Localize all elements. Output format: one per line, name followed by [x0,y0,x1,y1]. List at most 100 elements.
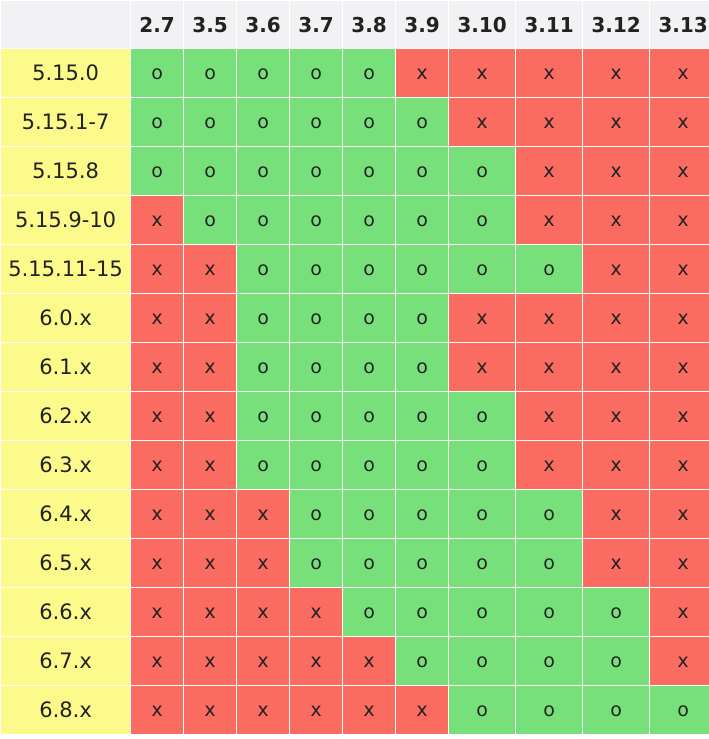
compat-cell: o [289,440,343,490]
compat-cell: o [236,342,290,392]
row-header: 6.3.x [0,440,131,490]
compat-cell: o [448,391,516,441]
table-row: 6.7.x x x x x x o o o o x [0,636,709,686]
compat-cell: o [342,538,396,588]
compat-cell: x [515,48,583,98]
compat-cell: o [342,342,396,392]
table-row: 6.1.x x x o o o o x x x x [0,342,709,392]
row-header: 6.4.x [0,489,131,539]
row-header: 5.15.11-15 [0,244,131,294]
compat-cell: x [130,685,184,735]
compat-cell: o [342,587,396,637]
compat-cell: x [130,244,184,294]
compat-cell: x [183,244,237,294]
compat-cell: o [515,244,583,294]
compat-cell: o [342,97,396,147]
compat-cell: o [395,97,449,147]
table-row: 6.2.x x x o o o o o x x x [0,391,709,441]
compat-cell: x [582,293,650,343]
compat-cell: o [342,146,396,196]
compat-cell: x [289,685,343,735]
compat-cell: o [448,244,516,294]
row-header: 6.2.x [0,391,131,441]
compat-cell: o [289,97,343,147]
compat-cell: o [515,489,583,539]
compat-cell: x [649,293,709,343]
compat-cell: o [236,195,290,245]
compat-cell: o [342,440,396,490]
compat-cell: x [395,685,449,735]
compat-cell: o [289,489,343,539]
compat-cell: o [395,636,449,686]
compat-cell: o [395,146,449,196]
compat-cell: x [582,146,650,196]
column-header: 3.11 [515,0,583,49]
compat-cell: o [342,48,396,98]
compat-cell: x [582,97,650,147]
compat-cell: o [342,195,396,245]
compat-cell: o [342,244,396,294]
compat-cell: o [395,440,449,490]
compat-cell: o [342,391,396,441]
compat-cell: x [289,587,343,637]
compat-cell: o [395,293,449,343]
compat-cell: o [130,97,184,147]
compat-cell: x [582,244,650,294]
row-header: 6.1.x [0,342,131,392]
column-header: 3.6 [236,0,290,49]
table-row: 6.3.x x x o o o o o x x x [0,440,709,490]
row-header: 5.15.8 [0,146,131,196]
compat-cell: o [515,587,583,637]
compat-cell: x [515,391,583,441]
compat-cell: x [582,391,650,441]
compat-cell: x [236,636,290,686]
column-header: 3.10 [448,0,516,49]
compat-cell: o [342,489,396,539]
column-header: 3.5 [183,0,237,49]
compat-cell: x [448,48,516,98]
compat-cell: o [289,538,343,588]
compat-cell: x [342,685,396,735]
compat-cell: o [289,48,343,98]
compat-cell: o [236,440,290,490]
compat-cell: x [448,97,516,147]
compat-cell: x [649,195,709,245]
compat-cell: x [183,391,237,441]
compat-cell: o [342,293,396,343]
compat-cell: x [395,48,449,98]
compat-cell: o [395,538,449,588]
compat-cell: x [130,440,184,490]
compat-cell: o [183,97,237,147]
compat-cell: x [183,489,237,539]
compat-cell: x [649,97,709,147]
compat-cell: o [395,244,449,294]
column-header: 3.8 [342,0,396,49]
compat-cell: x [649,489,709,539]
compat-cell: x [649,538,709,588]
compat-cell: o [448,195,516,245]
table-row: 5.15.9-10 x o o o o o o x x x [0,195,709,245]
compat-cell: x [448,293,516,343]
compat-cell: x [130,587,184,637]
row-header: 5.15.0 [0,48,131,98]
compat-cell: o [289,293,343,343]
compat-cell: x [236,685,290,735]
compat-cell: o [183,48,237,98]
compat-cell: x [183,685,237,735]
table-row: 6.8.x x x x x x x o o o o [0,685,709,735]
compat-cell: o [395,195,449,245]
compat-cell: x [515,97,583,147]
compat-cell: o [448,685,516,735]
compat-cell: x [236,538,290,588]
column-header: 3.13 [649,0,709,49]
compat-cell: o [395,489,449,539]
compat-cell: x [183,636,237,686]
compat-cell: x [649,146,709,196]
table-row: 5.15.1-7 o o o o o o x x x x [0,97,709,147]
table-row: 5.15.11-15 x x o o o o o o x x [0,244,709,294]
compat-cell: o [582,587,650,637]
compat-cell: x [515,440,583,490]
compat-cell: x [515,146,583,196]
compat-cell: x [649,48,709,98]
compat-cell: x [582,342,650,392]
